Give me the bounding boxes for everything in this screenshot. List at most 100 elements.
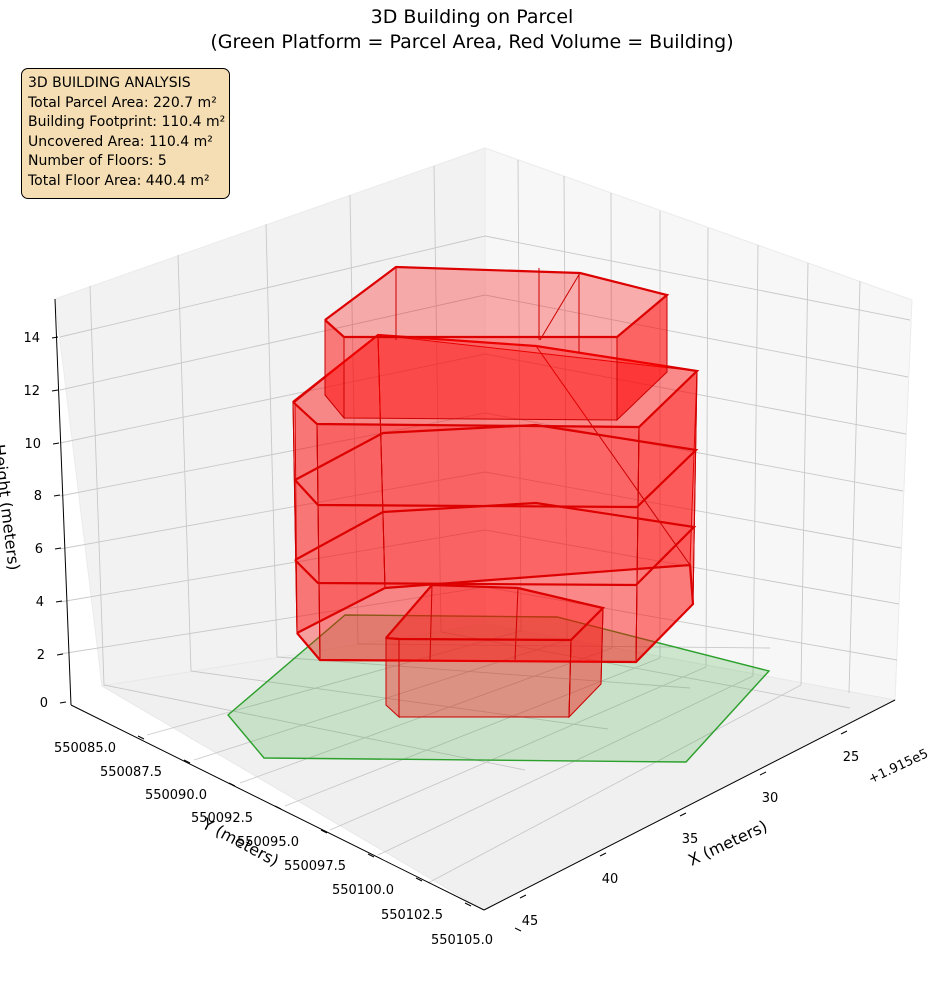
y-tick-label: 550087.5 (100, 765, 162, 780)
x-axis-line (483, 699, 896, 911)
info-line-floors: Number of Floors: 5 (28, 153, 167, 170)
analysis-info-box: 3D BUILDING ANALYSIS Total Parcel Area: … (21, 68, 230, 199)
y-tick-mark (183, 759, 191, 764)
y-tick-label: 550095.0 (237, 835, 299, 850)
x-tick-label: 25 (843, 750, 860, 765)
grid-line (563, 175, 568, 641)
floor-outline (292, 333, 700, 429)
z-tick-label: 8 (34, 489, 42, 504)
grid-lines (59, 159, 911, 884)
info-line-uncovered: Uncovered Area: 110.4 m² (28, 133, 213, 150)
z-tick-mark (55, 600, 63, 603)
grid-line (59, 471, 486, 550)
grid-line (193, 639, 568, 761)
building-face (398, 638, 572, 718)
x-tick-label: 35 (682, 832, 699, 847)
grid-line (517, 159, 522, 632)
floor-outline (294, 501, 697, 587)
z-axis-line (54, 298, 72, 706)
z-axis-label: Height (meters) (0, 443, 24, 571)
grid-line (59, 412, 486, 497)
grid-line (177, 254, 192, 672)
grid-line (284, 657, 661, 807)
y-tick-label: 550100.0 (332, 883, 394, 898)
grid-line (484, 235, 911, 321)
grid-line (59, 353, 486, 444)
building-face (385, 637, 400, 719)
y-tick-label: 550092.5 (191, 811, 253, 826)
z-tick-label: 0 (40, 696, 48, 711)
tick-labels: 0 2 4 6 8 10 12 14 550085.0 550087.5 550090.0 55009… (23, 331, 859, 948)
y-tick-label: 550090.0 (145, 788, 207, 803)
lower-block-outline (385, 583, 606, 642)
y-tick-mark (464, 902, 472, 907)
building-edge (635, 426, 640, 663)
grid-line (610, 192, 613, 649)
z-tick-mark (54, 547, 62, 550)
chart-subtitle: (Green Platform = Parcel Area, Red Volum… (210, 31, 734, 53)
z-tick-label: 4 (36, 595, 44, 610)
grid-line (357, 643, 771, 649)
y-tick-mark (415, 877, 423, 882)
y-tick-label: 550102.5 (381, 908, 443, 923)
building-edge (535, 345, 691, 566)
building-edge (377, 334, 386, 589)
grid-line (349, 194, 359, 645)
z-tick-mark (53, 494, 61, 497)
building-edge (568, 639, 572, 718)
y-tick-label: 550085.0 (54, 741, 116, 756)
building-layer (292, 265, 700, 719)
y-tick-mark (228, 782, 236, 787)
building-edge (429, 584, 433, 661)
parcel-layer (227, 614, 771, 763)
grid-line (377, 675, 754, 856)
grid-line (848, 280, 861, 694)
building-edge (539, 272, 581, 341)
x-tick-label: 30 (762, 791, 779, 806)
chart-title: 3D Building on Parcel (370, 6, 574, 28)
x-offset-label: +1.915e5 (866, 746, 931, 787)
grid-line (484, 294, 909, 378)
x-tick-label: 40 (602, 872, 619, 887)
grid-line (752, 244, 759, 677)
grid-line (705, 227, 709, 668)
info-line-floor-area: Total Floor Area: 440.4 m² (28, 172, 210, 189)
building-edge (692, 370, 698, 605)
z-tick-mark (52, 442, 60, 445)
info-line-parcel-area: Total Parcel Area: 220.7 m² (28, 94, 217, 111)
z-tick-label: 14 (23, 331, 40, 346)
z-tick-label: 2 (37, 648, 45, 663)
floor-outline (294, 423, 699, 509)
grid-line (59, 235, 486, 338)
grid-line (59, 586, 486, 655)
penthouse-outline (324, 265, 670, 339)
info-line-heading: 3D BUILDING ANALYSIS (28, 75, 191, 91)
z-tick-label: 6 (35, 542, 43, 557)
y-tick-mark (320, 829, 328, 834)
y-tick-mark (137, 735, 145, 740)
z-tick-mark (51, 336, 59, 339)
grid-line (89, 285, 105, 686)
x-tick-mark (599, 852, 607, 857)
grid-line (329, 666, 707, 831)
y-tick-label: 550105.0 (431, 933, 493, 948)
floor-outline (296, 563, 695, 664)
x-tick-mark (759, 771, 767, 776)
axis-lines (51, 298, 896, 932)
x-tick-mark (679, 812, 687, 817)
x-tick-mark (519, 894, 527, 899)
parcel-platform (227, 614, 771, 763)
y-tick-label: 550097.5 (284, 859, 346, 874)
grid-line (433, 165, 442, 633)
info-line-footprint: Building Footprint: 110.4 m² (28, 114, 226, 131)
y-tick-mark (274, 805, 282, 810)
z-tick-label: 10 (24, 437, 41, 452)
z-tick-mark (51, 389, 59, 392)
grid-line (265, 223, 278, 658)
building-edge (514, 587, 519, 661)
x-tick-label: 45 (522, 914, 539, 929)
grid-line (484, 586, 898, 661)
grid-line (800, 262, 809, 686)
building-face (343, 336, 618, 421)
